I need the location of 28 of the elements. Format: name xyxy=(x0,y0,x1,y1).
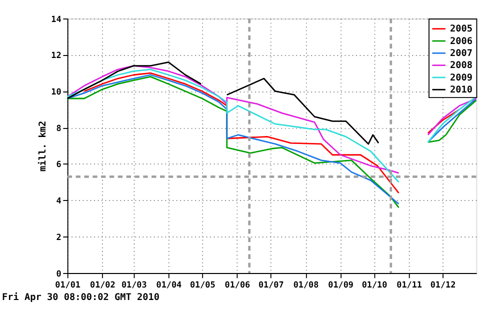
legend-label: 2008 xyxy=(450,60,473,72)
x-tick-label: 01/07 xyxy=(258,280,284,290)
y-tick-label: 14 xyxy=(51,14,62,24)
x-tick-label: 01/02 xyxy=(90,280,116,290)
legend-label: 2006 xyxy=(450,36,473,47)
x-tick-label: 01/04 xyxy=(156,280,182,290)
legend-label: 2007 xyxy=(450,48,473,59)
y-tick-label: 6 xyxy=(56,159,62,170)
y-tick-label: 0 xyxy=(56,268,62,278)
x-tick-label: 01/10 xyxy=(362,280,388,290)
y-tick-label: 10 xyxy=(51,86,62,97)
y-tick-label: 4 xyxy=(56,196,62,206)
x-tick-label: 01/09 xyxy=(328,280,354,290)
text: Fri Apr 30 08:00:02 GMT 2010 xyxy=(2,292,160,304)
x-tick-label: 01/11 xyxy=(396,280,422,290)
legend-label: 2010 xyxy=(450,84,473,96)
y-tick-label: 2 xyxy=(56,232,62,242)
x-tick-label: 01/12 xyxy=(430,280,456,290)
y-tick-label: 12 xyxy=(51,50,62,60)
x-tick-label: 01/08 xyxy=(293,280,319,290)
y-tick-label: 8 xyxy=(56,122,62,133)
x-tick-label: 01/05 xyxy=(190,280,216,290)
y-axis-title: mill. km2 xyxy=(38,120,49,172)
x-tick-label: 01/06 xyxy=(224,280,250,290)
x-tick-label: 01/01 xyxy=(55,280,80,290)
x-tick-label: 01/03 xyxy=(121,280,147,290)
legend-label: 2005 xyxy=(450,24,473,35)
legend-label: 2009 xyxy=(450,72,473,84)
